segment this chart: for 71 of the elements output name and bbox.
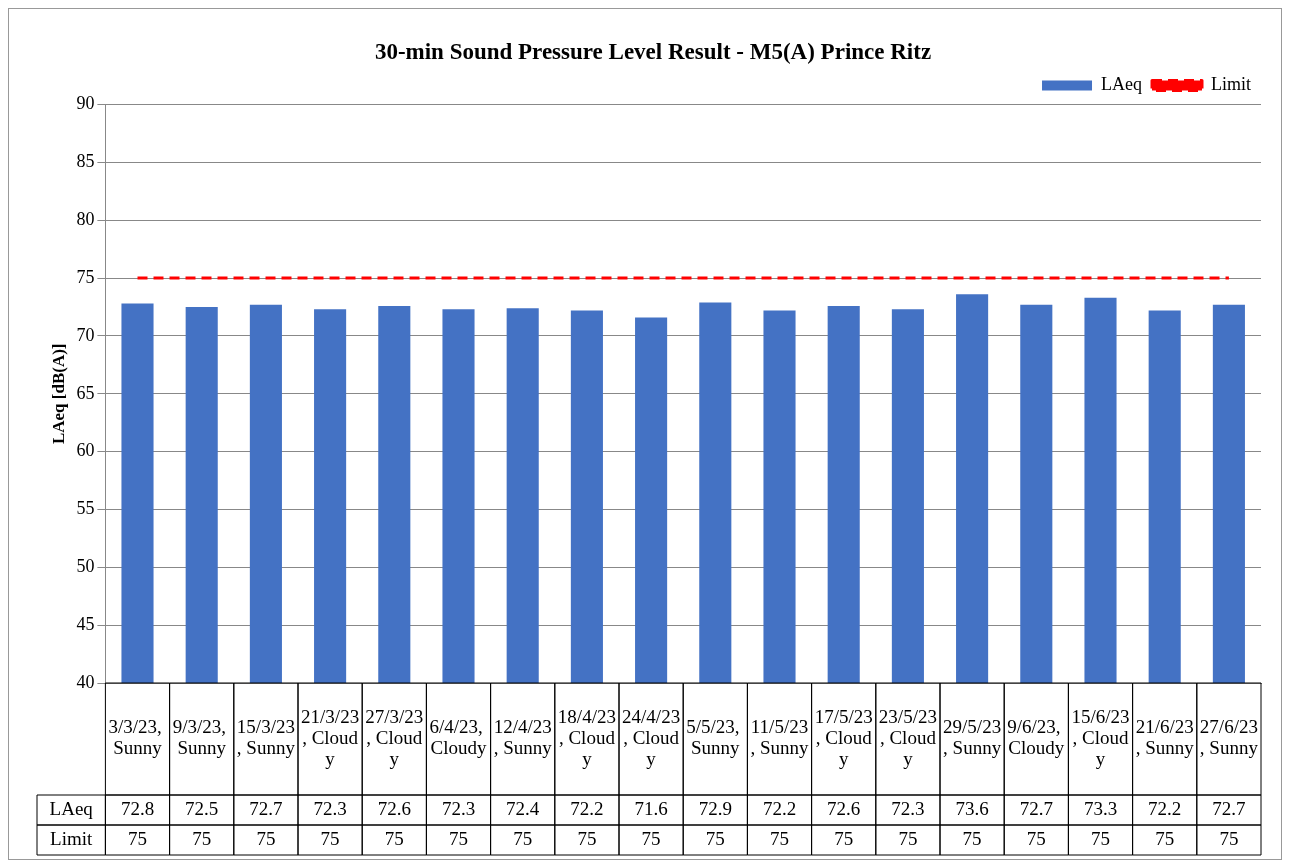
data-label: 72.3 xyxy=(891,797,925,819)
data-label: 73.6 xyxy=(955,797,989,819)
y-tick-label: 55 xyxy=(76,498,95,519)
y-tick-label: 80 xyxy=(76,209,95,230)
data-label: 72.2 xyxy=(570,797,604,819)
y-tick-label: 90 xyxy=(76,93,95,114)
data-label: 75 xyxy=(898,827,918,849)
data-label: 72.9 xyxy=(698,797,732,819)
x-tick-label: 21/3/23, Cloudy xyxy=(301,705,360,769)
data-label: 71.6 xyxy=(634,797,668,819)
x-tick-label: 15/6/23, Cloudy xyxy=(1071,705,1130,769)
data-label: 72.6 xyxy=(827,797,861,819)
x-tick-label: 17/5/23, Cloudy xyxy=(814,705,873,769)
x-tick-label: 3/3/23, Sunny xyxy=(108,716,167,759)
data-label: 75 xyxy=(384,827,404,849)
x-tick-label: 18/4/23, Cloudy xyxy=(557,705,616,769)
data-label: 72.3 xyxy=(313,797,347,819)
chart-title: 30-min Sound Pressure Level Result - M5(A) Prince Ritz xyxy=(374,38,932,64)
x-tick-label: 29/5/23, Sunny xyxy=(943,716,1002,759)
data-label: 75 xyxy=(513,827,533,849)
data-label: 72.5 xyxy=(185,797,219,819)
text: Limit xyxy=(50,827,93,849)
y-tick-label: 60 xyxy=(76,440,95,461)
x-tick-label: 23/5/23, Cloudy xyxy=(878,705,937,769)
data-label: 75 xyxy=(770,827,789,849)
x-tick-label: 27/3/23, Cloudy xyxy=(365,705,424,769)
legend-label: LAeq xyxy=(1101,74,1142,95)
y-tick-label: 40 xyxy=(76,671,95,692)
x-tick-label: 24/4/23, Cloudy xyxy=(622,705,681,769)
text: LAeq xyxy=(49,797,93,819)
data-label: 72.2 xyxy=(762,797,797,819)
y-tick-label: 75 xyxy=(76,266,95,287)
data-label: 75 xyxy=(1026,827,1046,849)
x-tick-label: 12/4/23, Sunny xyxy=(493,716,553,759)
data-label: 75 xyxy=(705,827,725,849)
data-label: 75 xyxy=(449,827,468,849)
y-tick-label: 85 xyxy=(76,151,95,172)
x-tick-label: 27/6/23, Sunny xyxy=(1199,716,1259,759)
data-label: 75 xyxy=(641,827,661,849)
data-label: 73.3 xyxy=(1083,797,1118,819)
data-label: 72.4 xyxy=(506,797,540,819)
data-label: 72.3 xyxy=(441,797,476,819)
data-label: 75 xyxy=(192,827,212,849)
x-tick-label: 11/5/23, Sunny xyxy=(750,716,810,759)
data-label: 72.7 xyxy=(1212,797,1246,819)
data-label: 72.7 xyxy=(1019,797,1053,819)
x-tick-label: 9/6/23, Cloudy xyxy=(1007,716,1066,759)
data-label: 75 xyxy=(1219,827,1239,849)
data-label: 72.8 xyxy=(120,797,155,819)
x-tick-label: 5/5/23, Sunny xyxy=(686,716,745,759)
data-label: 75 xyxy=(128,827,147,849)
y-tick-label: 70 xyxy=(76,324,95,345)
x-tick-label: 21/6/23, Sunny xyxy=(1135,716,1195,759)
x-tick-label: 9/3/23, Sunny xyxy=(172,716,231,759)
legend-label: Limit xyxy=(1211,74,1251,95)
y-tick-label: 50 xyxy=(76,556,95,577)
y-axis-title: LAeq [dB(A)] xyxy=(48,343,68,445)
data-label: 72.7 xyxy=(249,797,283,819)
x-tick-label: 15/3/23, Sunny xyxy=(236,716,296,759)
data-label: 75 xyxy=(320,827,340,849)
data-label: 72.6 xyxy=(377,797,411,819)
y-tick-label: 45 xyxy=(76,613,95,634)
data-label: 75 xyxy=(1091,827,1110,849)
data-label: 75 xyxy=(834,827,854,849)
data-label: 75 xyxy=(962,827,982,849)
data-label: 75 xyxy=(577,827,597,849)
data-label: 75 xyxy=(256,827,276,849)
data-label: 75 xyxy=(1155,827,1175,849)
y-tick-label: 65 xyxy=(76,382,95,403)
x-tick-label: 6/4/23, Cloudy xyxy=(429,716,488,759)
data-label: 72.2 xyxy=(1148,797,1182,819)
